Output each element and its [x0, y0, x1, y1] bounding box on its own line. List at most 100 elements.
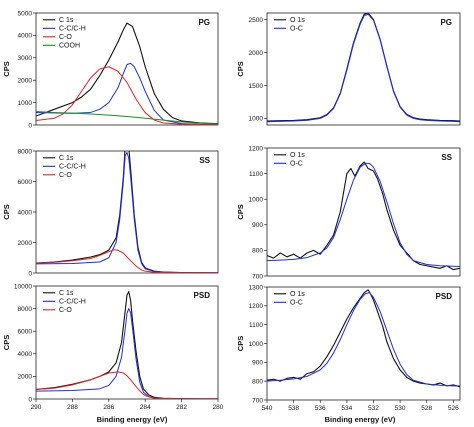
chart-panel-1: 0 2000 4000 6000 8000 CPS SS C 1s C-C/C-HC-O: [2, 148, 219, 277]
y-axis-label: CPS: [236, 61, 245, 76]
legend-entry: C 1s: [59, 290, 74, 297]
legend-entry: O-C: [290, 300, 303, 307]
legend-entry: C-C/C-H: [59, 26, 86, 33]
panel-title: PSD: [194, 291, 211, 300]
panel-title: PSD: [436, 292, 453, 301]
plot-frame: [266, 12, 461, 126]
x-tick-label: 540: [262, 405, 273, 412]
y-tick-label: 2000: [18, 78, 33, 85]
right-x-axis-label: Binding energy (eV): [325, 415, 396, 424]
x-tick-label: 282: [176, 404, 187, 411]
y-tick-label: 1100: [249, 322, 263, 329]
plot-frame: [266, 147, 461, 277]
legend-entry: C-O: [59, 34, 72, 41]
y-tick-label: 4000: [18, 209, 33, 216]
y-tick-label: 3000: [18, 55, 33, 62]
plot-frame: [35, 285, 219, 400]
panel-title: SS: [199, 156, 210, 165]
chart-panel-0: 0 1000 2000 3000 4000 5000 CPS PG C 1s C-C/C-HC-O…: [2, 10, 219, 129]
y-axis-label: CPS: [2, 61, 11, 76]
y-tick-label: 5000: [18, 10, 33, 17]
series-line-o-c: [267, 13, 460, 123]
plot-frame: [35, 12, 219, 126]
y-tick-label: 2000: [18, 240, 33, 247]
y-tick-label: 900: [252, 222, 263, 229]
y-tick-label: 8000: [18, 306, 33, 313]
legend-entry: COOH: [59, 43, 80, 50]
legend-entry: C-C/C-H: [59, 164, 86, 171]
y-tick-label: 800: [252, 248, 263, 255]
y-axis-label: CPS: [236, 336, 245, 351]
y-tick-label: 1000: [249, 341, 264, 348]
x-tick-label: 526: [448, 405, 459, 412]
y-tick-label: 8000: [18, 148, 33, 155]
y-axis-label: CPS: [236, 204, 245, 219]
series-line-o-1s: [267, 161, 460, 271]
y-tick-label: 1500: [249, 83, 264, 90]
legend-entry: O-C: [290, 26, 303, 33]
y-tick-label: 900: [252, 360, 263, 367]
x-tick-label: 288: [67, 404, 78, 411]
x-tick-label: 530: [395, 405, 406, 412]
y-axis-label: CPS: [2, 204, 11, 219]
panel-title: PG: [440, 18, 452, 27]
series-line-cooh: [36, 111, 218, 125]
x-tick-label: 286: [103, 404, 114, 411]
x-tick-label: 284: [140, 404, 151, 411]
x-tick-label: 534: [341, 405, 352, 412]
legend-entry: C-O: [59, 172, 72, 179]
y-tick-label: 1300: [249, 284, 264, 291]
x-tick-label: 536: [315, 405, 326, 412]
y-tick-label: 0: [28, 122, 32, 129]
legend-entry: C 1s: [59, 17, 74, 24]
y-tick-label: 0: [28, 270, 32, 277]
y-tick-label: 1100: [249, 171, 263, 178]
y-tick-label: 700: [252, 273, 263, 280]
y-tick-label: 1000: [249, 197, 264, 204]
chart-panel-2: 0 2000 4000 6000 8000 10000 290 288 286 284 282 280…: [2, 283, 224, 411]
legend-entry: O 1s: [290, 291, 305, 298]
legend-entry: C-O: [59, 307, 72, 314]
x-tick-label: 538: [288, 405, 299, 412]
y-tick-label: 800: [252, 378, 263, 385]
x-tick-label: 528: [421, 405, 432, 412]
series-line-c-c-c-h: [36, 152, 218, 273]
y-tick-label: 6000: [18, 179, 33, 186]
panel-title: PG: [198, 18, 210, 27]
legend-entry: O-C: [290, 161, 303, 168]
chart-panel-3: 1000 1500 2000 2500 CPS PG O 1s O-C: [236, 12, 461, 126]
legend-entry: O 1s: [290, 152, 305, 159]
y-tick-label: 1200: [249, 145, 264, 152]
y-tick-label: 2000: [249, 50, 264, 57]
x-tick-label: 532: [368, 405, 379, 412]
series-line-o-1s: [267, 13, 460, 122]
series-line-c-1s: [36, 22, 218, 125]
legend-entry: O 1s: [290, 17, 305, 24]
y-tick-label: 6000: [18, 329, 33, 336]
series-line-c-o: [36, 371, 218, 399]
panel-title: SS: [441, 153, 452, 162]
series-line-c-c-c-h: [36, 62, 218, 125]
y-tick-label: 1200: [249, 303, 264, 310]
y-tick-label: 1000: [249, 116, 264, 123]
y-tick-label: 700: [252, 397, 263, 404]
series-line-c-o: [36, 249, 218, 273]
series-line-o-c: [267, 292, 460, 387]
x-tick-label: 280: [213, 404, 224, 411]
y-axis-label: CPS: [2, 335, 11, 350]
chart-panel-5: 700 800 900 1000 1100 1200 1300 540 538 536 534 532…: [236, 284, 461, 412]
left-x-axis-label: Binding energy (eV): [97, 415, 168, 424]
y-tick-label: 0: [28, 396, 32, 403]
y-tick-label: 4000: [18, 33, 33, 40]
legend-entry: C-C/C-H: [59, 299, 86, 306]
legend-entry: C 1s: [59, 155, 74, 162]
chart-panel-4: 700 800 900 1000 1100 1200 CPS SS O 1s O-C: [236, 145, 461, 280]
y-tick-label: 2500: [249, 17, 264, 24]
y-tick-label: 2000: [18, 374, 33, 381]
series-line-o-c: [267, 162, 460, 268]
series-line-c-o: [36, 66, 218, 125]
y-tick-label: 1000: [18, 100, 33, 107]
series-line-c-c-c-h: [36, 308, 218, 399]
y-tick-label: 4000: [18, 351, 33, 358]
